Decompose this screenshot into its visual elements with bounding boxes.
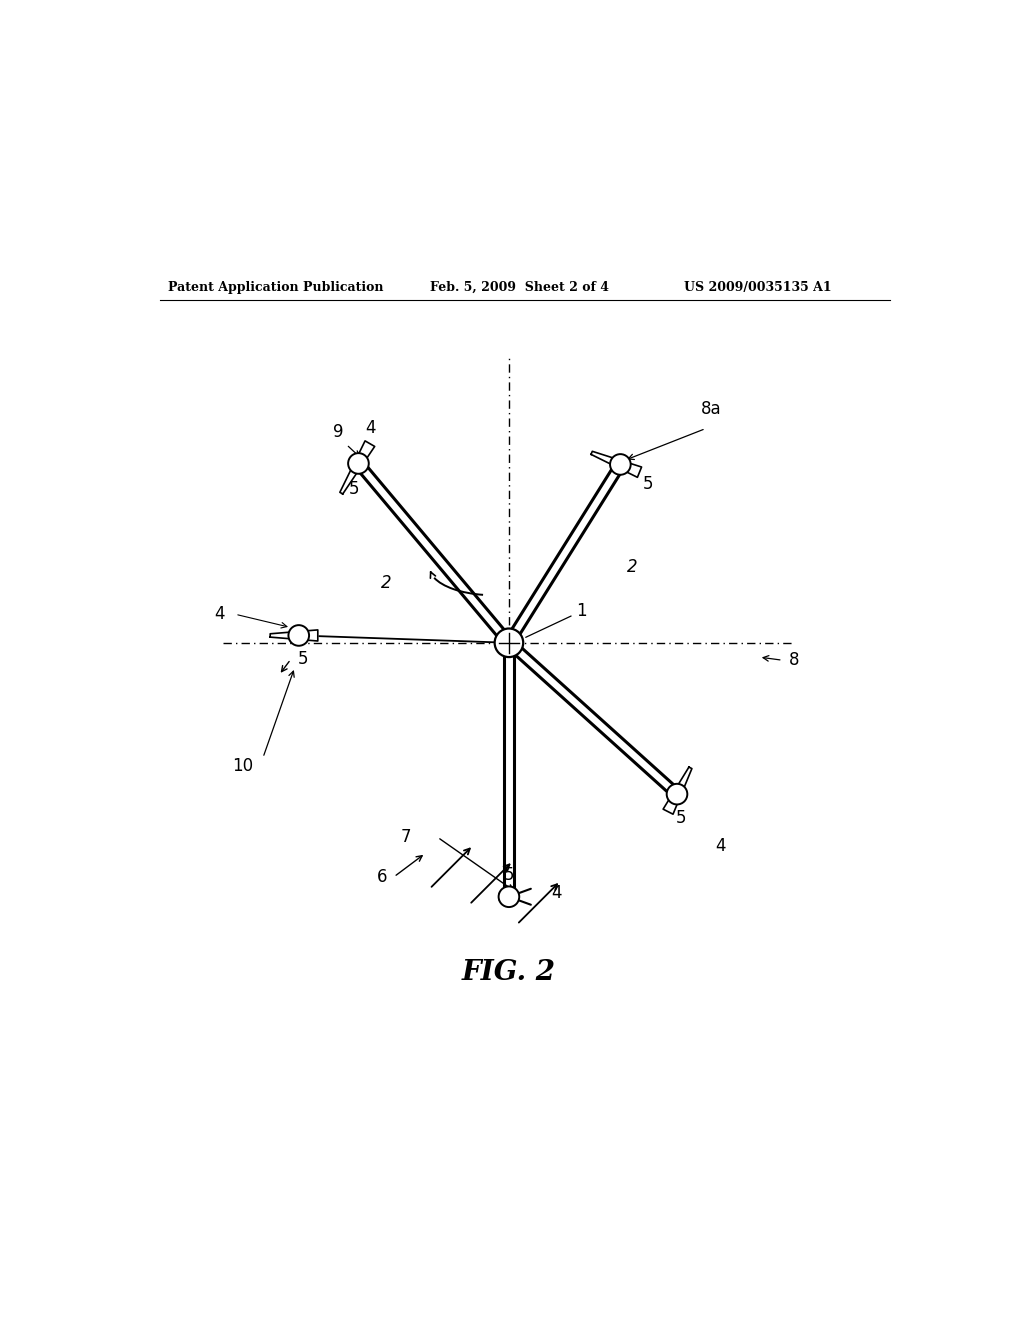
Text: 5: 5 (349, 480, 359, 498)
Text: 4: 4 (551, 884, 562, 902)
Polygon shape (664, 767, 692, 814)
Text: 1: 1 (525, 602, 587, 638)
Text: 5: 5 (643, 475, 653, 494)
Circle shape (610, 454, 631, 475)
Text: Patent Application Publication: Patent Application Publication (168, 281, 383, 293)
Circle shape (667, 784, 687, 804)
Text: 4: 4 (366, 418, 376, 437)
Text: 2: 2 (627, 558, 637, 577)
Polygon shape (340, 441, 375, 494)
Circle shape (499, 887, 519, 907)
Text: 6: 6 (377, 869, 387, 886)
Text: 5: 5 (676, 809, 686, 826)
Circle shape (495, 628, 523, 657)
Text: 2: 2 (381, 574, 391, 593)
Circle shape (348, 453, 369, 474)
Text: 4: 4 (214, 606, 224, 623)
Text: 4: 4 (716, 837, 726, 855)
Text: 5: 5 (297, 651, 308, 668)
Text: FIG. 2: FIG. 2 (462, 958, 556, 986)
Polygon shape (270, 630, 317, 642)
Text: Feb. 5, 2009  Sheet 2 of 4: Feb. 5, 2009 Sheet 2 of 4 (430, 281, 608, 293)
Text: 9: 9 (333, 424, 344, 441)
Polygon shape (591, 451, 642, 478)
Text: 8a: 8a (701, 400, 722, 417)
Text: 5: 5 (504, 866, 514, 883)
Text: US 2009/0035135 A1: US 2009/0035135 A1 (684, 281, 831, 293)
Text: 8: 8 (790, 651, 800, 669)
Circle shape (289, 626, 309, 645)
Text: 10: 10 (232, 756, 254, 775)
Text: 7: 7 (400, 828, 411, 846)
